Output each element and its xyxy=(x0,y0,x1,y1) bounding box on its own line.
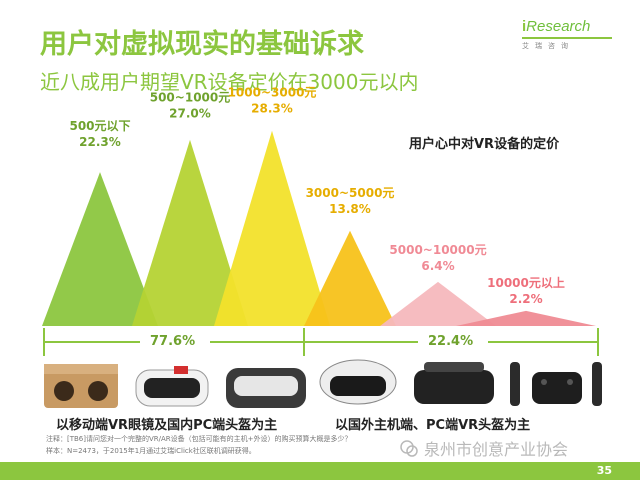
price-mark-1 xyxy=(132,139,248,326)
watermark: 泉州市创意产业协会 xyxy=(400,436,568,460)
value-label-2: 28.3% xyxy=(251,102,293,116)
price-mark-5 xyxy=(456,310,596,326)
vr-headset-white-icon xyxy=(135,366,209,407)
value-label-0: 22.3% xyxy=(79,135,121,149)
price-mark-4 xyxy=(380,281,496,326)
value-label-5: 2.2% xyxy=(509,292,542,306)
group-pct-low: 77.6% xyxy=(150,334,196,349)
cardboard-viewer-icon xyxy=(44,364,118,408)
category-label-0: 500元以下 xyxy=(69,119,130,133)
logo-i: i xyxy=(522,18,527,35)
iresearch-logo: iResearch 艾瑞咨询 xyxy=(522,18,612,51)
value-label-1: 27.0% xyxy=(169,107,211,121)
logo-brand: Research xyxy=(526,18,591,35)
category-label-4: 5000~10000元 xyxy=(389,243,486,257)
console-pc-vr-devices-image xyxy=(319,359,602,406)
category-label-1: 500~1000元 xyxy=(150,91,231,105)
wechat-icon xyxy=(400,440,418,457)
category-label-3: 3000~5000元 xyxy=(306,186,395,200)
group-pct-high: 22.4% xyxy=(428,334,474,349)
category-label-2: 1000~3000元 xyxy=(228,86,317,100)
oculus-rift-icon xyxy=(414,362,494,404)
footnote-sample: 样本：N=2473，于2015年1月通过艾瑞iClick社区联机调研获得。 xyxy=(46,447,256,455)
htc-vive-icon xyxy=(510,362,602,406)
price-mark-0 xyxy=(42,172,158,326)
group-caption-high: 以国外主机端、PC端VR头盔为主 xyxy=(335,418,531,433)
page-subtitle: 近八成用户期望VR设备定价在3000元以内 xyxy=(40,70,419,94)
chart-legend-title: 用户心中对VR设备的定价 xyxy=(409,137,560,152)
watermark-text: 泉州市创意产业协会 xyxy=(424,440,569,459)
logo-sub: 艾瑞咨询 xyxy=(522,42,574,50)
value-label-4: 6.4% xyxy=(421,259,454,273)
value-label-3: 13.8% xyxy=(329,202,371,216)
price-mark-3 xyxy=(304,230,396,326)
vr-headset-black-icon xyxy=(226,368,306,408)
category-label-5: 10000元以上 xyxy=(487,275,565,290)
footer-bar: 35 xyxy=(0,462,640,480)
page-title: 用户对虚拟现实的基础诉求 xyxy=(40,29,364,60)
price-mark-2 xyxy=(214,130,330,326)
page-number: 35 xyxy=(596,464,612,477)
footnote-question: 注释：[TB6]请问您对一个完整的VR/AR设备（包括可能有的主机+外设）的购买… xyxy=(46,435,352,443)
mobile-vr-devices-image xyxy=(44,364,306,408)
playstation-vr-icon xyxy=(319,359,397,405)
group-caption-low: 以移动端VR眼镜及国内PC端头盔为主 xyxy=(56,418,278,433)
